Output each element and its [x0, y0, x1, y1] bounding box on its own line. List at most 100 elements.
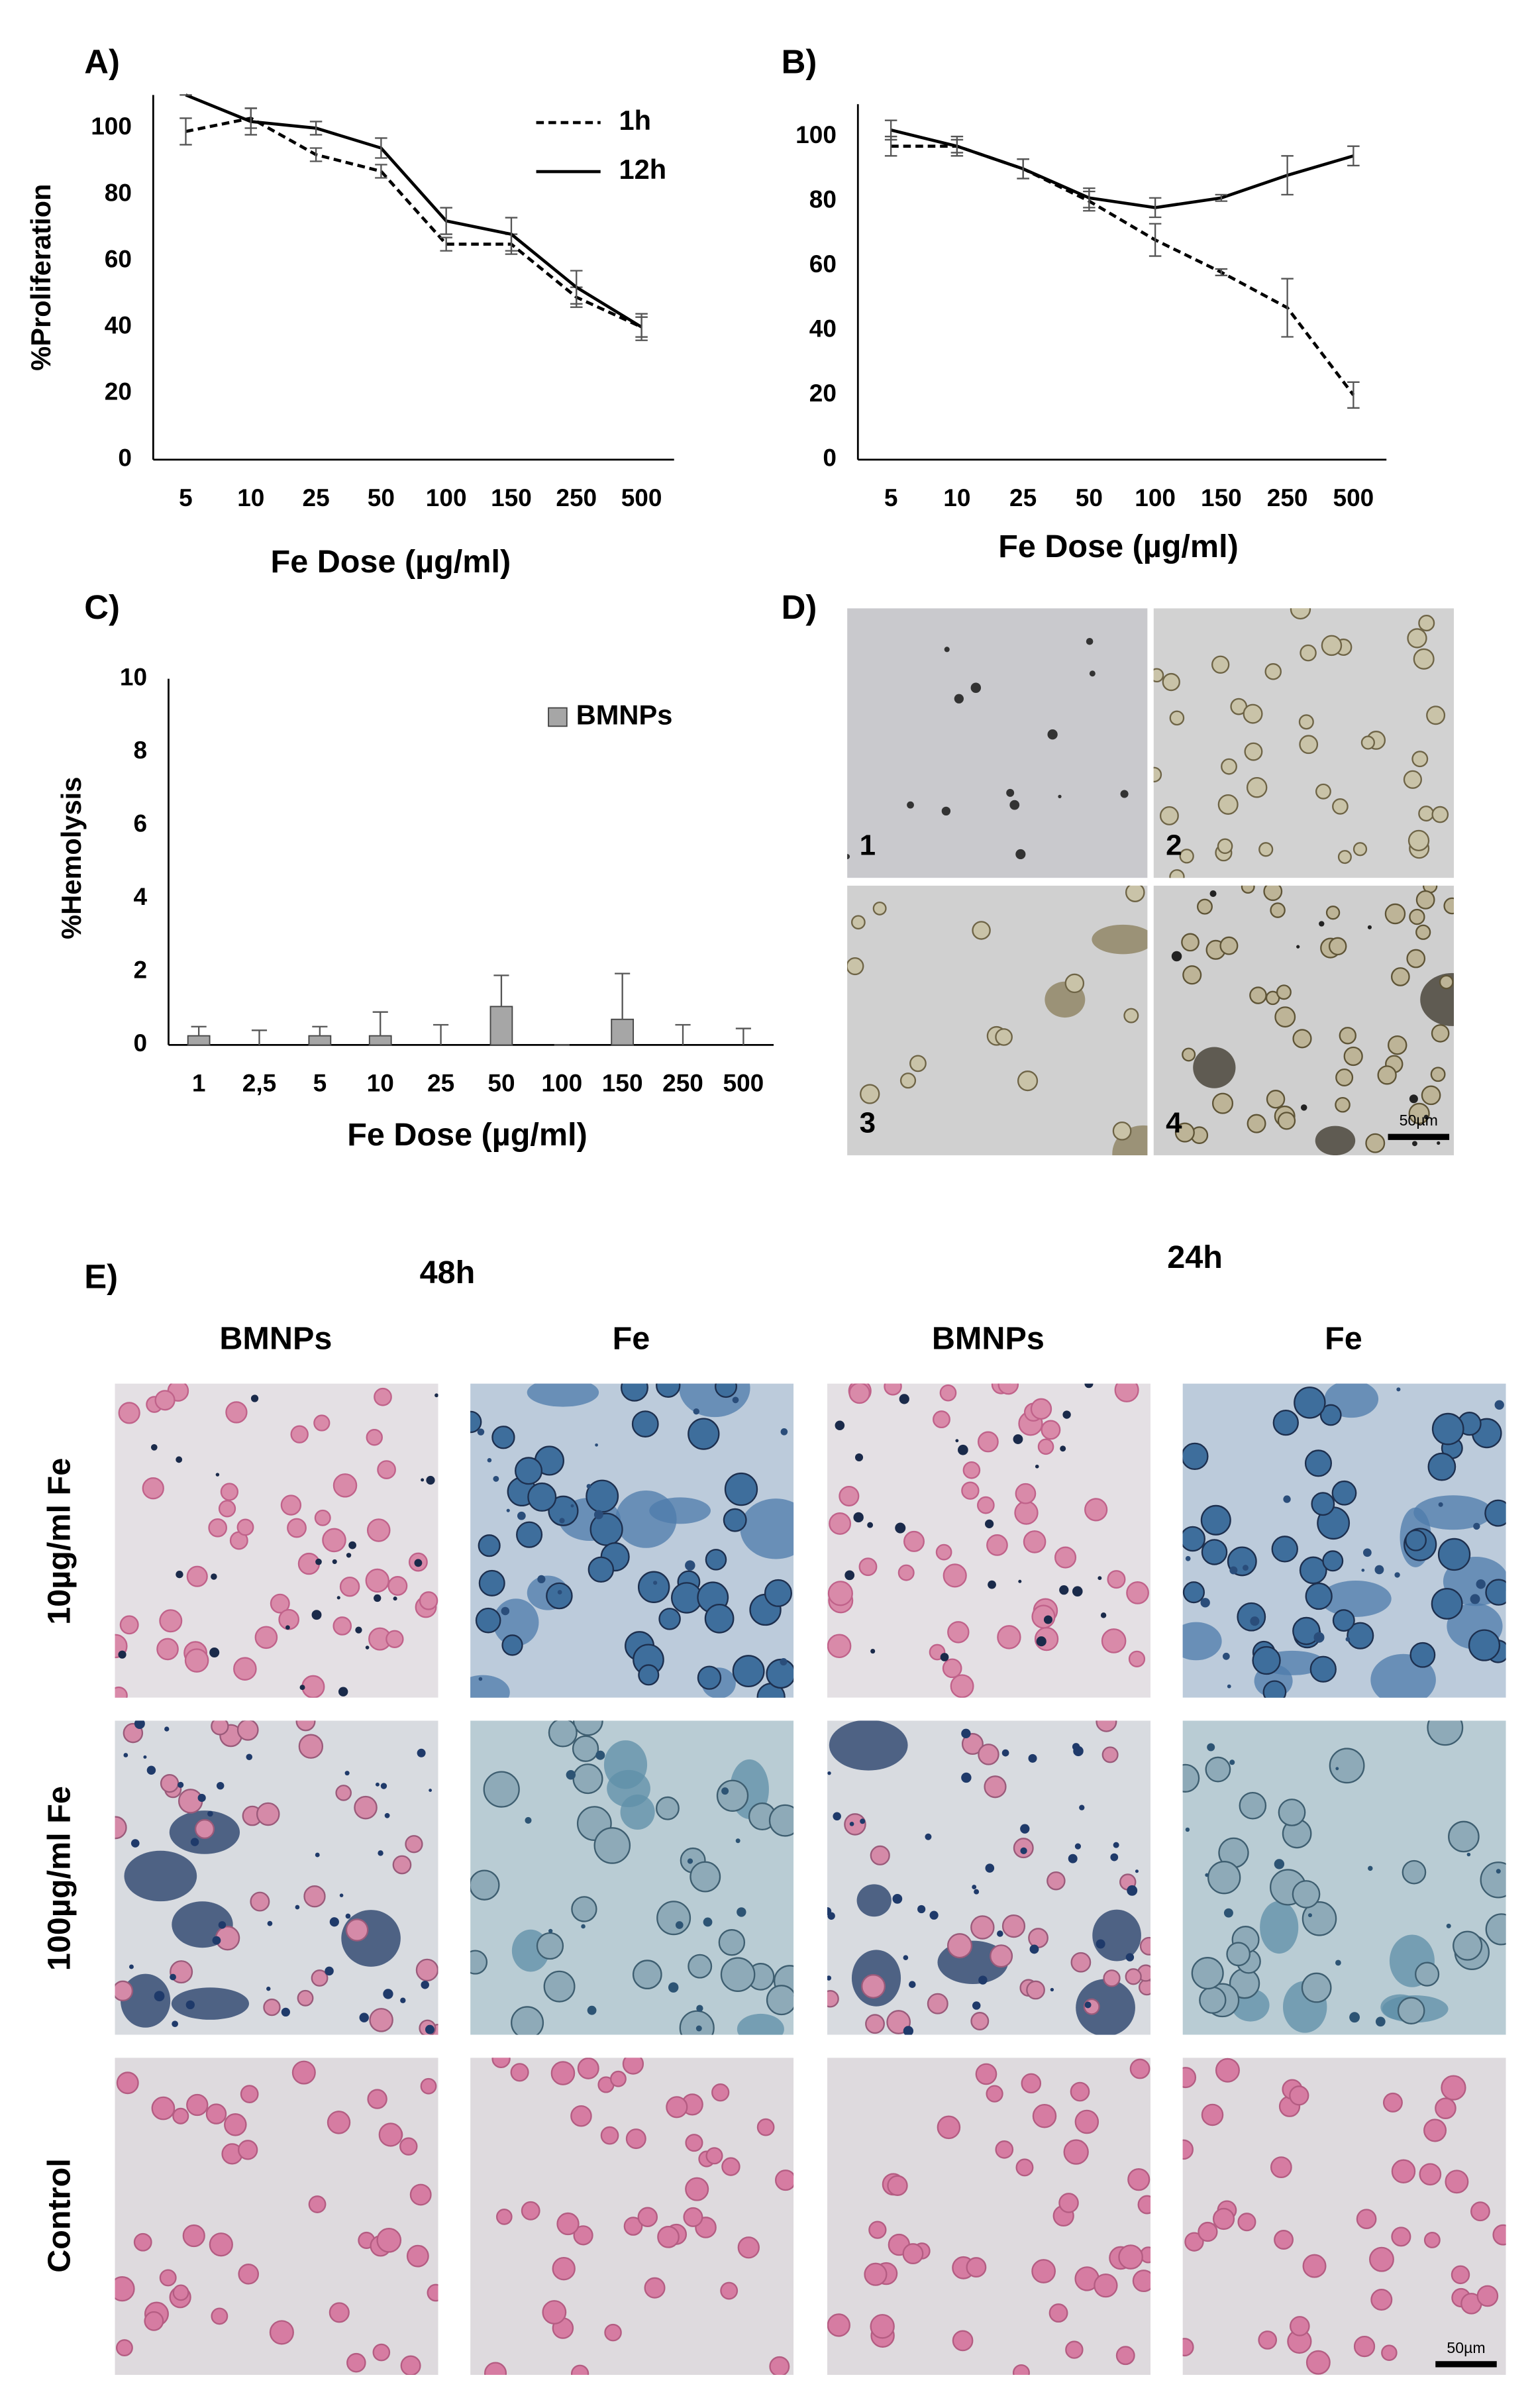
cell — [1162, 672, 1180, 692]
x-tick-label: 10 — [367, 1069, 394, 1096]
cell-clump — [470, 1675, 510, 1698]
cell — [1070, 2081, 1090, 2102]
cell — [637, 2207, 658, 2228]
cell — [256, 1802, 280, 1826]
error-bar — [493, 974, 509, 1007]
particle — [1335, 1767, 1339, 1771]
particle — [595, 1750, 605, 1760]
cell-clump — [679, 1383, 750, 1418]
y-tick-label: 100 — [91, 113, 132, 140]
cell — [115, 1686, 128, 1698]
micrograph — [827, 2058, 1151, 2376]
cell — [711, 2083, 730, 2102]
cell — [975, 2063, 997, 2085]
cell — [1074, 2109, 1099, 2134]
particle — [425, 2024, 434, 2034]
particle — [154, 1991, 165, 2002]
cell — [392, 1855, 412, 1875]
particle — [587, 2005, 597, 2015]
cell — [902, 2243, 924, 2264]
particle — [250, 1394, 259, 1402]
error-bar — [950, 135, 964, 157]
particle — [593, 1510, 603, 1520]
cell — [716, 1779, 749, 1812]
particle — [1125, 1953, 1135, 1962]
cell — [1409, 1642, 1436, 1668]
particle — [653, 1581, 658, 1585]
cell — [1015, 2158, 1034, 2177]
cell — [1132, 2270, 1151, 2293]
particle — [1110, 1853, 1119, 1861]
bar — [187, 1035, 211, 1046]
particle — [1394, 1572, 1400, 1578]
cell — [115, 1980, 134, 2002]
cell — [1237, 1602, 1266, 1632]
error-bar — [1215, 268, 1228, 276]
cell — [637, 1571, 670, 1603]
x-tick-label: 150 — [491, 484, 532, 511]
cell — [952, 2330, 974, 2352]
cell — [491, 1426, 515, 1449]
line-series — [185, 116, 642, 329]
error-bar — [375, 137, 387, 159]
particle — [853, 1512, 864, 1523]
particle — [978, 1975, 988, 1985]
cell — [475, 1607, 501, 1634]
particle — [128, 1964, 134, 1969]
error-bar — [191, 1025, 207, 1036]
cell — [978, 1744, 999, 1765]
cell — [1139, 1936, 1151, 1956]
error-bar — [1281, 278, 1294, 338]
particle — [847, 854, 850, 860]
particle — [1349, 2012, 1360, 2023]
cell — [250, 1891, 270, 1912]
cell — [1418, 806, 1435, 822]
cell — [400, 2355, 421, 2376]
micrograph-content — [1182, 1720, 1506, 2035]
cell — [977, 1496, 995, 1514]
cell — [144, 2311, 164, 2331]
micrograph-content — [1153, 608, 1455, 878]
particle — [393, 1597, 397, 1601]
cell — [287, 1518, 307, 1538]
y-tick-label: 2 — [133, 957, 147, 984]
particle — [1200, 1598, 1210, 1608]
y-axis-label: %Proliferation — [25, 184, 56, 371]
cell — [887, 2175, 908, 2196]
cell — [332, 1473, 358, 1498]
cell — [236, 1518, 254, 1536]
micrograph-content — [470, 1383, 794, 1698]
cell — [419, 1591, 438, 1610]
cell — [697, 1665, 722, 1690]
cell — [577, 2058, 599, 2079]
particle — [685, 1560, 695, 1571]
particle — [1438, 1502, 1443, 1507]
cell — [501, 1634, 523, 1656]
cell — [1423, 2232, 1441, 2248]
cell — [491, 2058, 511, 2069]
cell — [311, 1969, 329, 1987]
cell — [1343, 1046, 1363, 1067]
particle — [130, 1839, 140, 1848]
particle — [1473, 1522, 1480, 1530]
cell — [950, 1674, 974, 1698]
x-tick-label: 50 — [1076, 484, 1103, 511]
particle — [345, 1913, 351, 1919]
x-tick-label: 250 — [662, 1069, 703, 1096]
cell — [1263, 885, 1283, 902]
cell — [160, 1773, 179, 1793]
micrograph-content — [470, 1720, 794, 2035]
cell — [510, 2063, 529, 2082]
cell — [339, 1576, 360, 1597]
cell — [1054, 1546, 1077, 1569]
particle — [355, 1626, 362, 1634]
cell — [1184, 2232, 1204, 2252]
particle — [1368, 1865, 1373, 1871]
cell — [546, 1582, 573, 1610]
error-bar — [1083, 187, 1096, 209]
micrograph — [470, 1383, 794, 1698]
column-label: Fe — [1325, 1321, 1362, 1357]
cell — [172, 2107, 189, 2124]
particle — [941, 806, 951, 816]
error-bar — [1017, 158, 1029, 180]
